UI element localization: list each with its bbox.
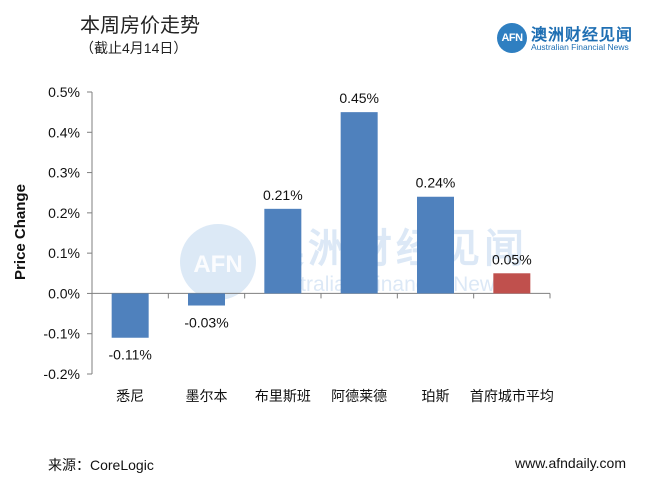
source-note: 来源：CoreLogic bbox=[48, 457, 154, 473]
y-axis-label: Price Change bbox=[12, 184, 29, 280]
axes: 0.5% 0.4% 0.3% 0.2% 0.1% 0.0% -0.1% -0.2% bbox=[43, 84, 551, 382]
category-label: 阿德莱德 bbox=[331, 388, 387, 404]
data-labels: 悉尼 -0.11% 墨尔本 -0.03% 布里斯班 0.21% 阿德莱德 0.45% 珀斯 0.2… bbox=[109, 90, 554, 404]
y-tick-label: 0.1% bbox=[48, 245, 80, 261]
data-label: -0.03% bbox=[184, 315, 228, 331]
data-label: -0.11% bbox=[109, 347, 152, 363]
bars bbox=[111, 112, 531, 338]
bar bbox=[493, 273, 531, 294]
afn-logo-mark: AFN bbox=[497, 23, 527, 53]
data-label: 0.05% bbox=[492, 251, 532, 267]
afn-logo: AFN 澳洲财经见闻 Australian Financial News bbox=[497, 22, 647, 56]
bar bbox=[417, 196, 454, 294]
category-label: 墨尔本 bbox=[186, 388, 228, 404]
watermark-circle bbox=[180, 224, 256, 300]
logo-name-cn: 澳洲财经见闻 bbox=[531, 25, 634, 44]
data-label: 0.21% bbox=[263, 187, 303, 203]
data-label: 0.24% bbox=[416, 175, 456, 191]
bar bbox=[188, 293, 225, 306]
watermark: AFN 澳洲财经见闻 Australian Financial News bbox=[180, 224, 528, 300]
data-label: 0.45% bbox=[339, 90, 379, 106]
category-label: 布里斯班 bbox=[255, 388, 311, 404]
logo-name-en: Australian Financial News bbox=[531, 42, 629, 52]
category-label: 悉尼 bbox=[116, 388, 144, 404]
chart-title: 本周房价走势 bbox=[80, 15, 200, 37]
y-tick-label: 0.0% bbox=[48, 285, 80, 301]
y-tick-label: 0.2% bbox=[48, 205, 80, 221]
y-tick-label: -0.1% bbox=[43, 326, 80, 342]
site-url: www.afndaily.com bbox=[515, 455, 627, 471]
category-label: 珀斯 bbox=[422, 388, 450, 404]
y-tick-label: -0.2% bbox=[43, 366, 80, 382]
bar bbox=[264, 208, 302, 294]
bar bbox=[340, 112, 378, 294]
y-tick-label: 0.5% bbox=[48, 84, 80, 100]
watermark-mark: AFN bbox=[193, 251, 242, 278]
watermark-name-cn: 澳洲财经见闻 bbox=[264, 227, 528, 271]
y-tick-label: 0.4% bbox=[48, 124, 80, 140]
bar bbox=[111, 293, 149, 338]
category-label: 首府城市平均 bbox=[470, 388, 554, 404]
chart-subtitle: （截止4月14日） bbox=[80, 40, 188, 56]
y-tick-label: 0.3% bbox=[48, 165, 80, 181]
